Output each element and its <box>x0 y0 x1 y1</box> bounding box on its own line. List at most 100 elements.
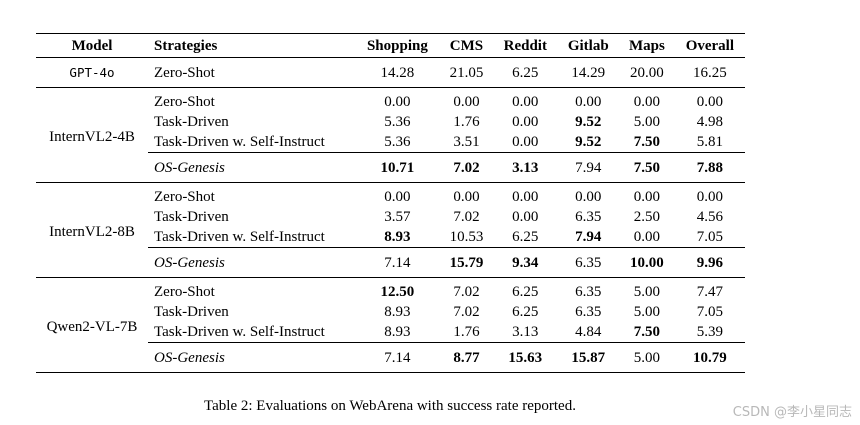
score-cell: 6.25 <box>493 57 558 88</box>
table-row: InternVL2-4B Zero-Shot 0.00 0.00 0.00 0.00 0.0… <box>36 87 745 183</box>
strategy-name: Zero-Shot <box>154 284 215 300</box>
score-cell: 7.02 <box>453 209 480 225</box>
score-cell: 1.76 <box>453 324 480 340</box>
score-cell: 12.50 <box>380 284 415 300</box>
score-cell: 7.14 <box>355 247 440 278</box>
score-cell: 5.36 <box>384 134 411 150</box>
score-cell: 15.63 <box>493 342 558 373</box>
score-cell: 7.50 <box>633 324 660 340</box>
score-cell: 20.00 <box>619 57 675 88</box>
score-cell: 0.00 <box>575 94 602 110</box>
score-cell: 0.00 <box>512 189 539 205</box>
model-name: InternVL2-8B <box>36 182 148 278</box>
strategy-name: Task-Driven <box>154 304 229 320</box>
score-cell: 7.88 <box>674 152 745 183</box>
score-cell: 8.93 <box>384 324 411 340</box>
header-reddit: Reddit <box>493 33 558 58</box>
table-caption: Table 2: Evaluations on WebArena with su… <box>204 398 576 414</box>
score-cell: 9.96 <box>674 247 745 278</box>
score-cell: 2.50 <box>633 209 660 225</box>
score-cell: 7.47 <box>696 284 723 300</box>
score-cell: 7.94 <box>557 152 620 183</box>
score-cell: 6.25 <box>512 304 539 320</box>
header-strategies: Strategies <box>148 33 355 58</box>
score-cell: 5.36 <box>384 114 411 130</box>
strategy-name: OS-Genesis <box>148 152 355 183</box>
table-row-gpt4o: GPT-4o Zero-Shot 14.28 21.05 6.25 14.29 … <box>36 57 745 88</box>
score-cell: 0.00 <box>512 209 539 225</box>
strategy-name: Task-Driven w. Self-Instruct <box>154 324 325 340</box>
header-maps: Maps <box>619 33 675 58</box>
strategy-name: OS-Genesis <box>148 342 355 373</box>
score-cell: 9.52 <box>575 114 602 130</box>
score-cell: 10.71 <box>355 152 440 183</box>
strategy-name: OS-Genesis <box>148 247 355 278</box>
score-cell: 7.50 <box>619 152 675 183</box>
score-cell: 0.00 <box>633 229 660 245</box>
score-cell: 15.87 <box>557 342 620 373</box>
score-cell: 6.35 <box>557 247 620 278</box>
score-cell: 0.00 <box>512 94 539 110</box>
score-cell: 3.57 <box>384 209 411 225</box>
score-cell: 3.13 <box>512 324 539 340</box>
score-cell: 1.76 <box>453 114 480 130</box>
table-row: Task-Driven 8.93 7.02 6.25 6.35 5.00 7.05 <box>36 302 745 322</box>
score-cell: 9.52 <box>575 134 602 150</box>
score-cell: 6.25 <box>512 229 539 245</box>
strategy-name: Task-Driven <box>154 114 229 130</box>
score-cell: 0.00 <box>633 94 660 110</box>
table-row: Qwen2-VL-7B Zero-Shot 12.50 7.02 6.25 6.35 5.0… <box>36 277 745 373</box>
score-cell: 5.39 <box>696 324 723 340</box>
header-cms: CMS <box>439 33 494 58</box>
table-row: InternVL2-8B Zero-Shot 0.00 0.00 0.00 0.00 0.0… <box>36 182 745 278</box>
table-row: Task-Driven w. Self-Instruct 8.93 10.53 6.2… <box>36 227 745 248</box>
score-cell: 5.00 <box>633 304 660 320</box>
score-cell: 7.05 <box>696 229 723 245</box>
score-cell: 15.79 <box>439 247 494 278</box>
table-row: Task-Driven w. Self-Instruct 5.36 3.51 0.00… <box>36 132 745 153</box>
strategy-name: Zero-Shot <box>148 57 355 88</box>
score-cell: 6.35 <box>575 284 602 300</box>
table-row: OS-Genesis 10.71 7.02 3.13 7.94 7.50 7.88 <box>36 152 745 183</box>
score-cell: 21.05 <box>439 57 494 88</box>
score-cell: 5.00 <box>619 342 675 373</box>
score-cell: 3.13 <box>493 152 558 183</box>
score-cell: 5.81 <box>696 134 723 150</box>
score-cell: 0.00 <box>512 134 539 150</box>
watermark: CSDN @李小星同志 <box>732 405 852 420</box>
score-cell: 7.02 <box>453 304 480 320</box>
table-row: OS-Genesis 7.14 8.77 15.63 15.87 5.00 10.79 <box>36 342 745 373</box>
score-cell: 7.94 <box>575 229 602 245</box>
table-row: Task-Driven w. Self-Instruct 8.93 1.76 3.13… <box>36 322 745 343</box>
header-overall: Overall <box>674 33 745 58</box>
score-cell: 6.25 <box>512 284 539 300</box>
strategy-name: Zero-Shot <box>154 189 215 205</box>
score-cell: 0.00 <box>453 94 480 110</box>
table-row: OS-Genesis 7.14 15.79 9.34 6.35 10.00 9.96 <box>36 247 745 278</box>
score-cell: 0.00 <box>575 189 602 205</box>
table-row: Task-Driven 3.57 7.02 0.00 6.35 2.50 4.56 <box>36 207 745 227</box>
score-cell: 5.00 <box>633 284 660 300</box>
score-cell: 0.00 <box>696 94 723 110</box>
score-cell: 7.50 <box>633 134 660 150</box>
score-cell: 10.79 <box>674 342 745 373</box>
header-shopping: Shopping <box>355 33 440 58</box>
score-cell: 10.53 <box>449 229 484 245</box>
score-cell: 6.35 <box>575 304 602 320</box>
model-name: InternVL2-4B <box>36 87 148 183</box>
score-cell: 0.00 <box>633 189 660 205</box>
score-cell: 0.00 <box>453 189 480 205</box>
header-model: Model <box>36 33 148 58</box>
score-cell: 7.05 <box>696 304 723 320</box>
score-cell: 14.28 <box>355 57 440 88</box>
score-cell: 8.93 <box>384 229 411 245</box>
strategy-name: Task-Driven <box>154 209 229 225</box>
header-gitlab: Gitlab <box>557 33 620 58</box>
score-cell: 6.35 <box>575 209 602 225</box>
results-table: Model Strategies Shopping CMS Reddit Git… <box>36 33 745 373</box>
score-cell: 5.00 <box>633 114 660 130</box>
score-cell: 4.98 <box>696 114 723 130</box>
header-row: Model Strategies Shopping CMS Reddit Git… <box>36 33 745 58</box>
strategy-name: Task-Driven w. Self-Instruct <box>154 134 325 150</box>
score-cell: 0.00 <box>512 114 539 130</box>
